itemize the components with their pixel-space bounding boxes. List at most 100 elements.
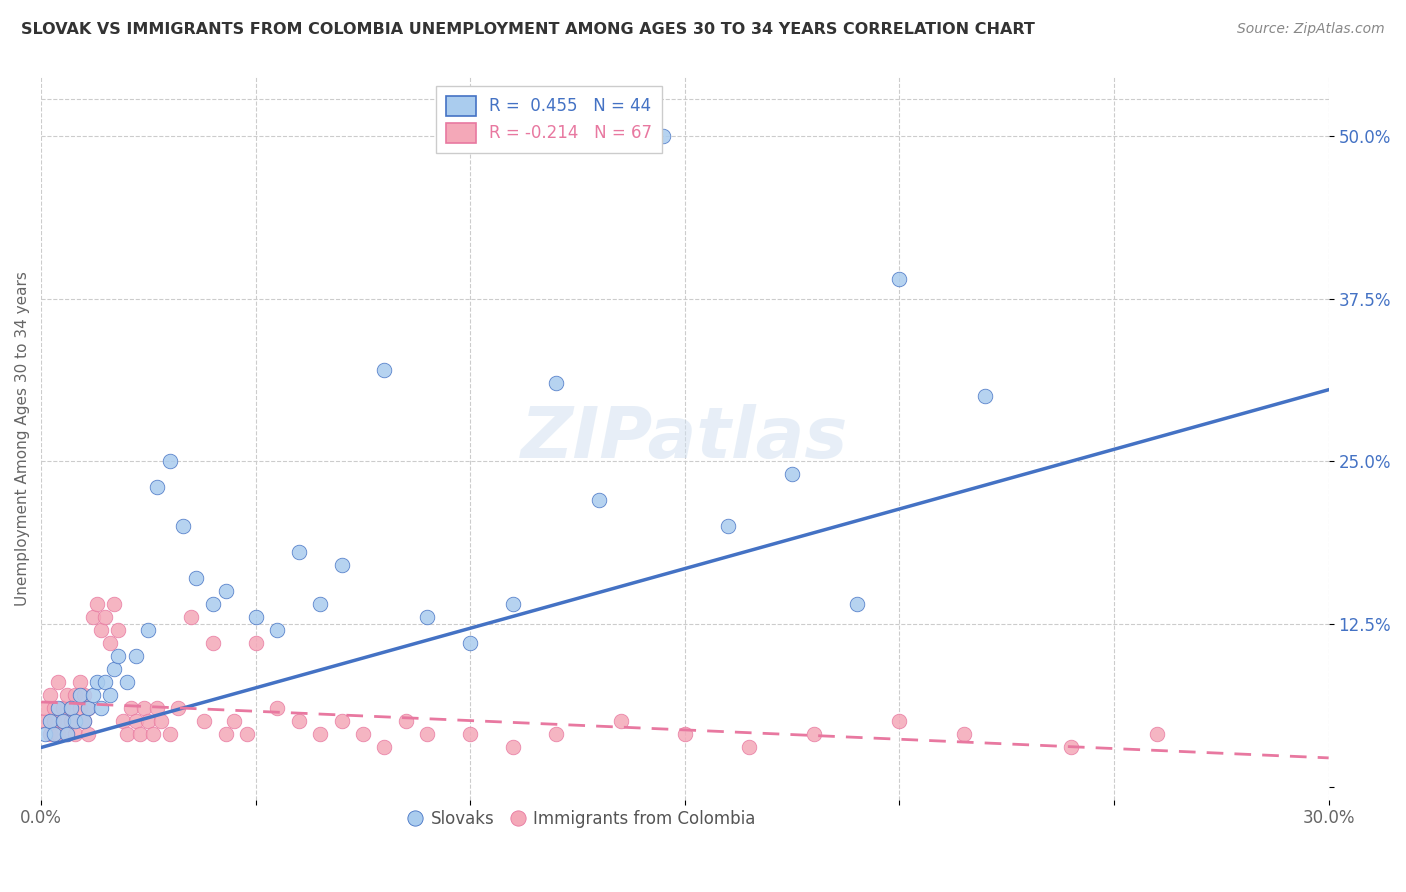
Point <box>98 689 121 703</box>
Point <box>309 598 332 612</box>
Point <box>86 598 108 612</box>
Point <box>69 675 91 690</box>
Point <box>138 714 160 729</box>
Point <box>77 701 100 715</box>
Point <box>266 701 288 715</box>
Point <box>416 610 439 624</box>
Point <box>38 727 60 741</box>
Point <box>502 598 524 612</box>
Point <box>46 701 69 715</box>
Point <box>90 624 112 638</box>
Point <box>266 624 288 638</box>
Text: Source: ZipAtlas.com: Source: ZipAtlas.com <box>1237 22 1385 37</box>
Y-axis label: Unemployment Among Ages 30 to 34 years: Unemployment Among Ages 30 to 34 years <box>15 271 30 606</box>
Point <box>458 727 481 741</box>
Point <box>52 714 75 729</box>
Point <box>167 701 190 715</box>
Point <box>103 598 125 612</box>
Point <box>184 571 207 585</box>
Point <box>132 701 155 715</box>
Point <box>180 610 202 624</box>
Point <box>60 701 83 715</box>
Point <box>309 727 332 741</box>
Point <box>34 727 56 741</box>
Point <box>588 493 610 508</box>
Point <box>352 727 374 741</box>
Legend: Slovaks, Immigrants from Colombia: Slovaks, Immigrants from Colombia <box>402 803 762 835</box>
Point <box>889 714 911 729</box>
Point <box>120 701 142 715</box>
Point <box>330 714 353 729</box>
Point <box>373 740 395 755</box>
Point <box>73 689 96 703</box>
Point <box>236 727 259 741</box>
Point <box>780 467 803 482</box>
Point <box>69 689 91 703</box>
Point <box>330 558 353 573</box>
Point <box>124 714 146 729</box>
Point <box>124 649 146 664</box>
Point <box>146 701 169 715</box>
Point <box>65 689 87 703</box>
Point <box>287 545 309 559</box>
Point <box>82 610 104 624</box>
Point <box>56 689 79 703</box>
Point <box>94 675 117 690</box>
Point <box>73 714 96 729</box>
Point <box>115 675 138 690</box>
Point <box>42 714 65 729</box>
Point <box>1146 727 1168 741</box>
Point <box>159 727 181 741</box>
Point <box>107 624 129 638</box>
Point <box>546 727 568 741</box>
Text: ZIPatlas: ZIPatlas <box>522 404 849 473</box>
Point <box>1060 740 1083 755</box>
Point <box>889 272 911 286</box>
Point <box>214 584 236 599</box>
Point <box>65 727 87 741</box>
Point <box>224 714 246 729</box>
Text: SLOVAK VS IMMIGRANTS FROM COLOMBIA UNEMPLOYMENT AMONG AGES 30 TO 34 YEARS CORREL: SLOVAK VS IMMIGRANTS FROM COLOMBIA UNEMP… <box>21 22 1035 37</box>
Point <box>201 598 224 612</box>
Point <box>60 701 83 715</box>
Point <box>172 519 194 533</box>
Point <box>107 649 129 664</box>
Point <box>73 714 96 729</box>
Point <box>77 701 100 715</box>
Point <box>845 598 868 612</box>
Point <box>159 454 181 468</box>
Point <box>138 624 160 638</box>
Point <box>34 714 56 729</box>
Point <box>652 128 675 143</box>
Point <box>546 376 568 391</box>
Point <box>90 701 112 715</box>
Point <box>673 727 696 741</box>
Point <box>142 727 165 741</box>
Point <box>60 714 83 729</box>
Point <box>193 714 215 729</box>
Point <box>98 636 121 650</box>
Point <box>52 714 75 729</box>
Point <box>953 727 976 741</box>
Point <box>738 740 761 755</box>
Point <box>42 701 65 715</box>
Point <box>128 727 150 741</box>
Point <box>46 727 69 741</box>
Point <box>52 701 75 715</box>
Point <box>458 636 481 650</box>
Point <box>42 727 65 741</box>
Point <box>395 714 418 729</box>
Point <box>416 727 439 741</box>
Point <box>245 610 267 624</box>
Point <box>150 714 173 729</box>
Point <box>609 714 631 729</box>
Point <box>38 689 60 703</box>
Point <box>146 480 169 494</box>
Point <box>115 727 138 741</box>
Point <box>56 727 79 741</box>
Point <box>56 727 79 741</box>
Point <box>287 714 309 729</box>
Point <box>69 701 91 715</box>
Point <box>46 675 69 690</box>
Point <box>103 662 125 676</box>
